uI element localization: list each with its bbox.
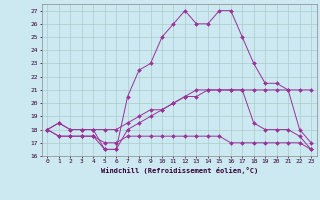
X-axis label: Windchill (Refroidissement éolien,°C): Windchill (Refroidissement éolien,°C) bbox=[100, 167, 258, 174]
